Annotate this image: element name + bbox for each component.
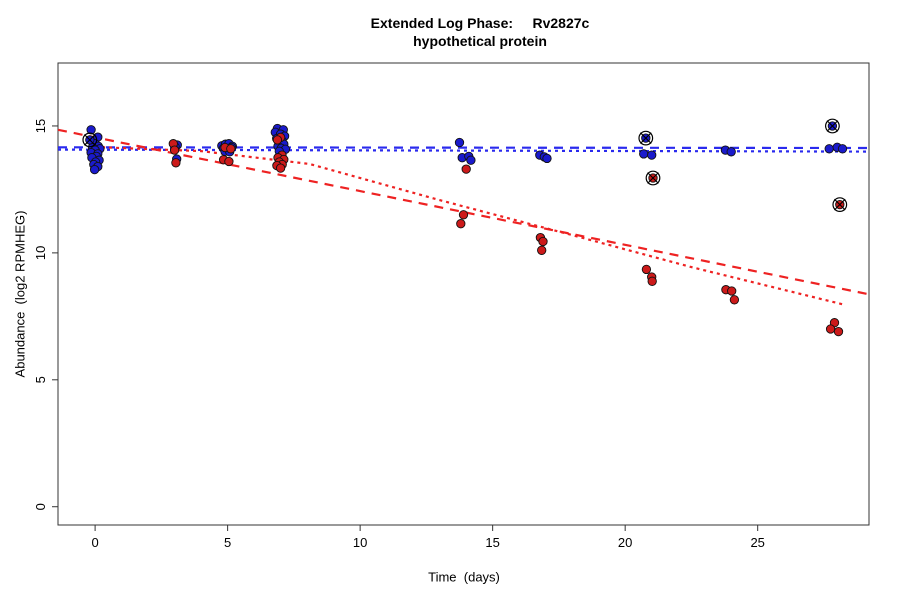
fit-lines-layer bbox=[57, 128, 870, 306]
x-tick-label: 10 bbox=[353, 535, 367, 550]
flagged-points-layer bbox=[82, 118, 848, 213]
y-tick-label: 0 bbox=[33, 503, 48, 510]
data-point-blue-condition bbox=[454, 137, 465, 148]
flagged-point-red-condition bbox=[645, 170, 661, 186]
outlier-x-icon bbox=[647, 172, 659, 184]
y-tick-label: 5 bbox=[33, 376, 48, 383]
data-point-blue-condition bbox=[639, 149, 649, 159]
data-point-red-condition bbox=[226, 144, 236, 154]
outlier-circle-icon bbox=[82, 132, 98, 148]
x-tick-label: 0 bbox=[91, 535, 98, 550]
flagged-point-red-condition bbox=[832, 197, 848, 213]
outlier-x-icon bbox=[640, 132, 652, 144]
data-point-blue-condition bbox=[647, 150, 657, 160]
data-point-red-condition bbox=[833, 326, 844, 337]
data-point-red-condition bbox=[169, 145, 180, 155]
red-dotted-fit bbox=[95, 145, 846, 306]
data-points-layer bbox=[86, 123, 848, 337]
chart-title-line2: hypothetical protein bbox=[413, 33, 547, 49]
flagged-point-blue-condition bbox=[638, 130, 654, 146]
data-point-blue-condition bbox=[466, 155, 476, 165]
outlier-x-icon bbox=[834, 198, 846, 211]
x-tick-label: 20 bbox=[618, 535, 632, 550]
flagged-point-blue-condition bbox=[82, 132, 98, 148]
x-tick-label: 25 bbox=[750, 535, 764, 550]
data-point-red-condition bbox=[641, 264, 652, 275]
data-point-red-condition bbox=[275, 163, 286, 173]
outlier-circle-icon bbox=[825, 118, 840, 134]
data-point-red-condition bbox=[272, 135, 283, 145]
outlier-circle-icon bbox=[638, 130, 654, 146]
data-point-red-condition bbox=[727, 286, 737, 296]
data-point-blue-condition bbox=[837, 144, 848, 154]
data-point-red-condition bbox=[461, 164, 471, 174]
plot-axes: 0 5 10 15 20 25 0 5 10 15 bbox=[33, 62, 870, 550]
data-point-red-condition bbox=[538, 236, 548, 247]
data-point-red-condition bbox=[224, 156, 234, 167]
data-point-red-condition bbox=[171, 158, 181, 168]
series-red-condition bbox=[168, 132, 844, 337]
data-point-blue-condition bbox=[726, 147, 736, 157]
data-point-red-condition bbox=[456, 219, 466, 229]
data-point-red-condition bbox=[537, 245, 547, 255]
data-point-red-condition bbox=[647, 276, 657, 286]
data-point-red-condition bbox=[825, 324, 836, 334]
plot-box bbox=[57, 62, 870, 526]
data-point-red-condition bbox=[458, 210, 469, 220]
flagged-point-blue-condition bbox=[825, 118, 840, 134]
x-axis-label: Time (days) bbox=[428, 569, 500, 585]
outlier-x-icon bbox=[826, 120, 839, 132]
x-tick-label: 15 bbox=[485, 535, 499, 550]
data-point-blue-condition bbox=[89, 164, 100, 175]
data-point-red-condition bbox=[729, 295, 740, 305]
x-tick-label: 5 bbox=[224, 535, 231, 550]
outlier-x-icon bbox=[84, 134, 96, 146]
y-tick-label: 15 bbox=[33, 119, 48, 133]
chart-title-line1: Extended Log Phase: Rv2827c bbox=[370, 15, 590, 31]
blue-dashed-fit bbox=[57, 146, 870, 150]
data-point-blue-condition bbox=[86, 125, 96, 135]
outlier-circle-icon bbox=[832, 197, 848, 213]
outlier-circle-icon bbox=[645, 170, 661, 186]
data-point-blue-condition bbox=[824, 144, 834, 154]
data-point-blue-condition bbox=[542, 153, 552, 164]
red-dashed-fit bbox=[57, 128, 870, 296]
y-tick-label: 10 bbox=[33, 246, 48, 260]
